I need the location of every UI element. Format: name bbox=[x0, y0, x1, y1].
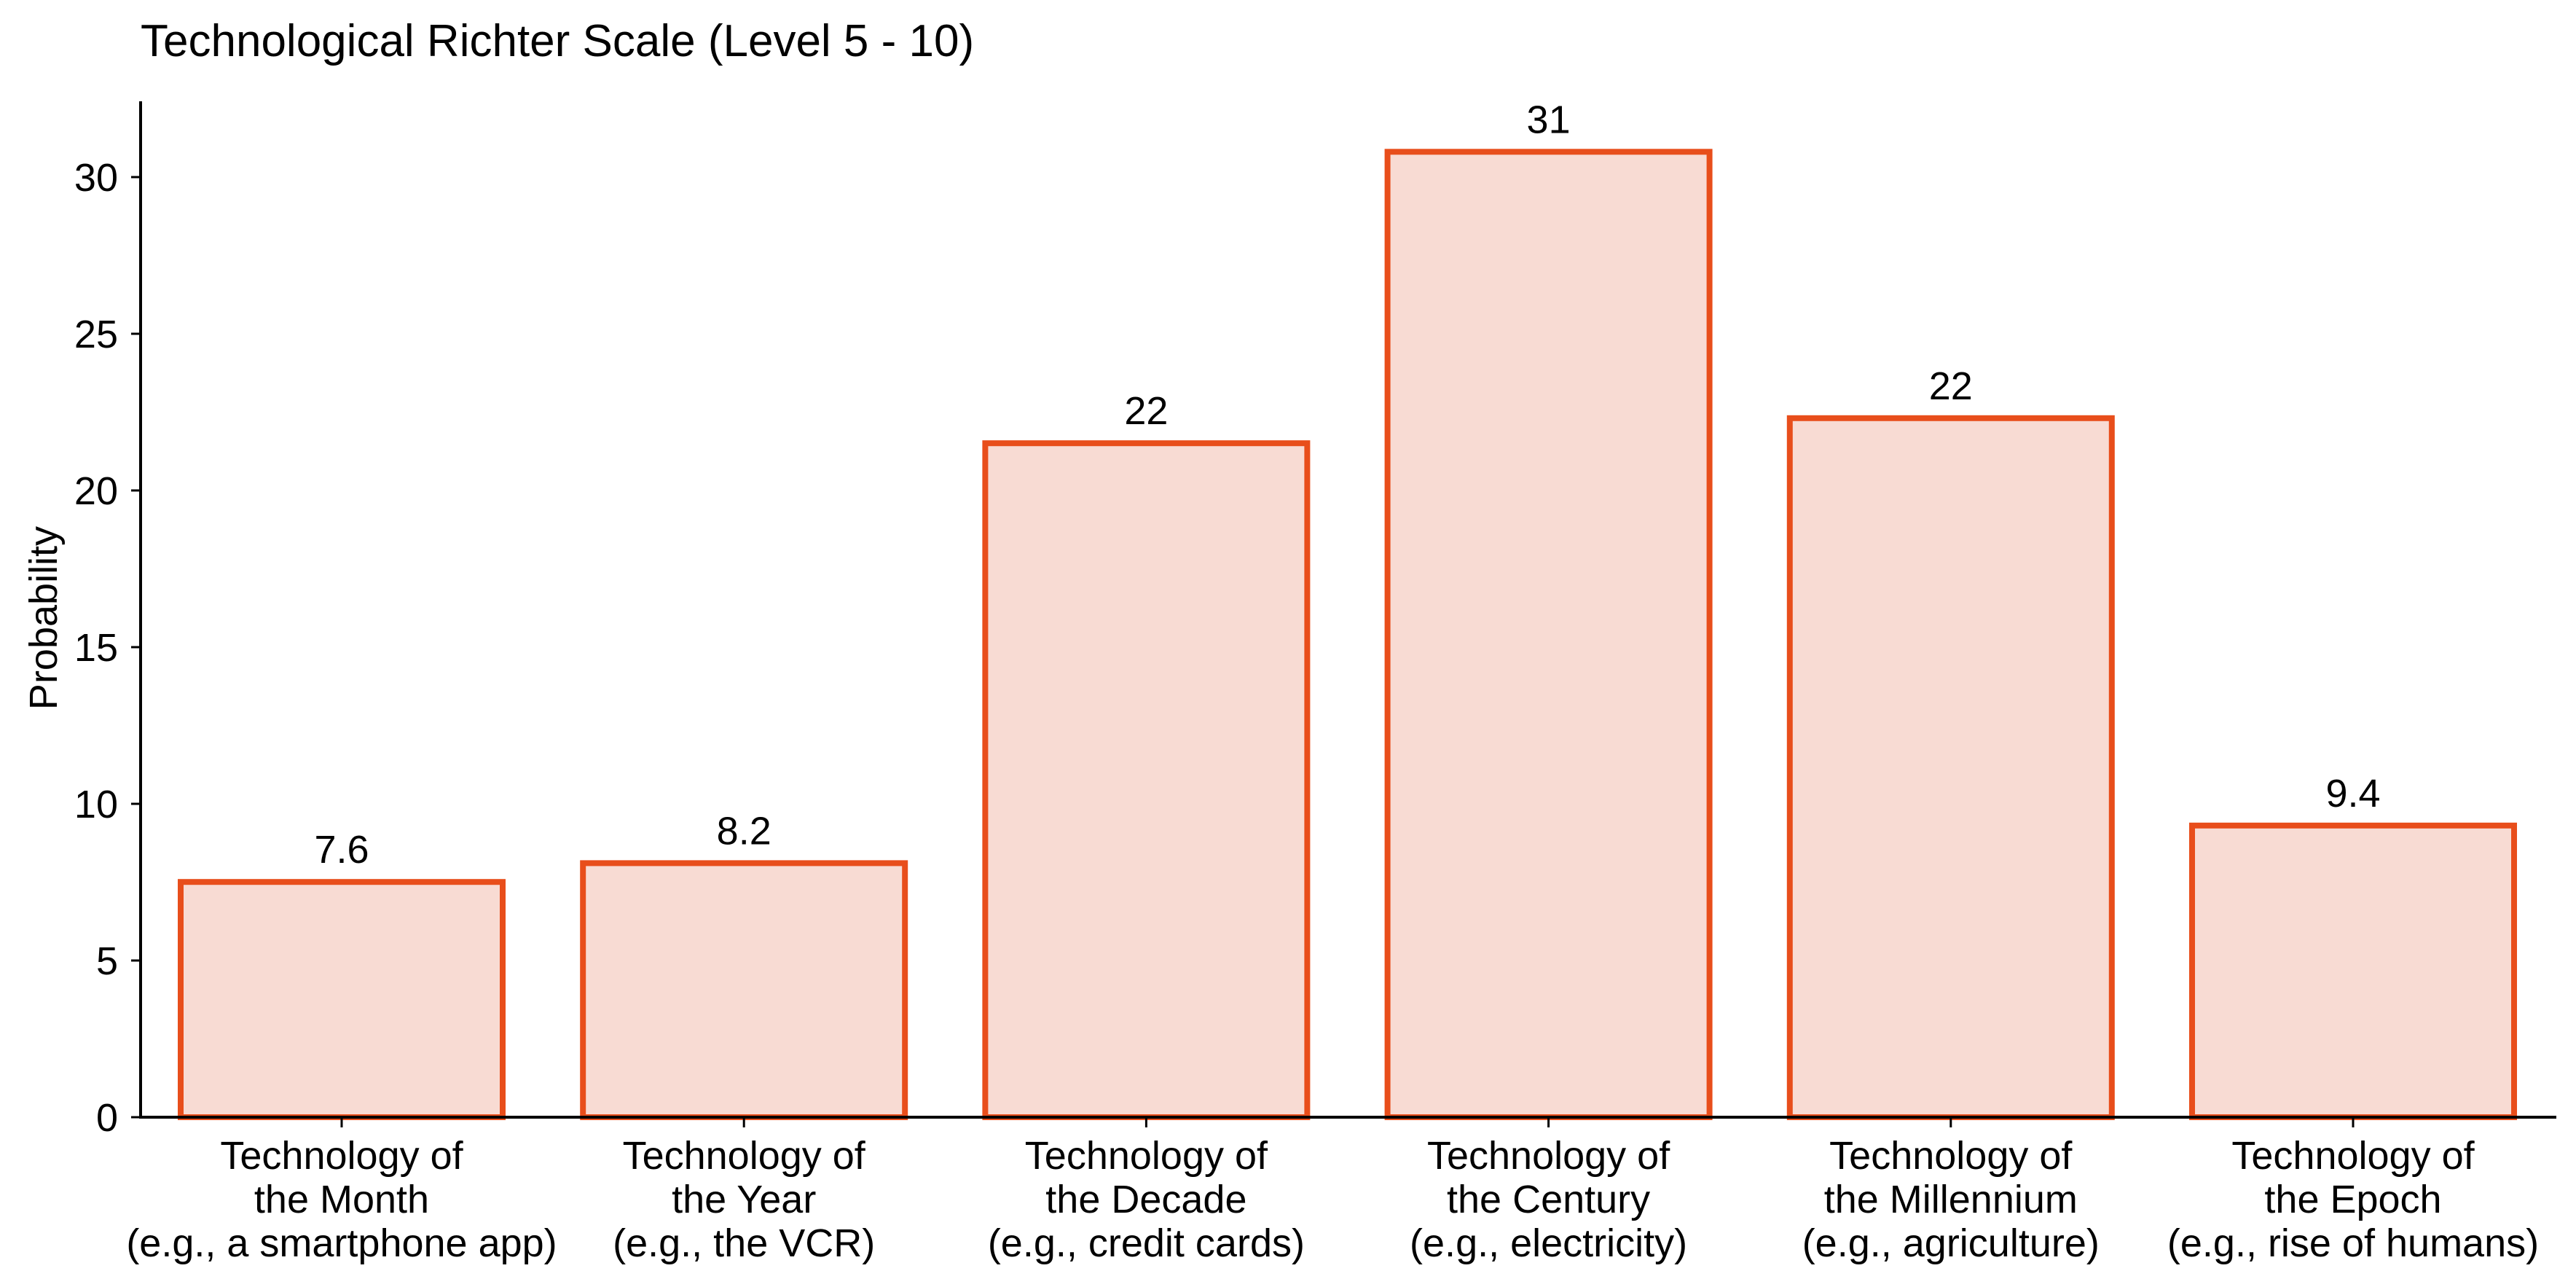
bar-value-label: 22 bbox=[1929, 364, 1973, 408]
bar-rect bbox=[1384, 149, 1713, 1120]
x-category-label-line: (e.g., electricity) bbox=[1410, 1221, 1687, 1265]
y-axis-label: Probability bbox=[22, 526, 66, 710]
bar-value-label: 22 bbox=[1124, 389, 1168, 433]
x-category-label-line: Technology of bbox=[1427, 1134, 1670, 1178]
x-category-label-line: the Epoch bbox=[2264, 1178, 2441, 1221]
x-category-label: Technology of the Month (e.g., a smartphon… bbox=[126, 1134, 557, 1265]
x-category-label: Technology of the Epoch (e.g., rise of hum… bbox=[2167, 1134, 2539, 1265]
x-category-label-line: (e.g., rise of humans) bbox=[2167, 1221, 2539, 1265]
bar: 31 bbox=[1384, 98, 1713, 1120]
bar: 9.4 bbox=[2189, 772, 2517, 1121]
bar-value-label: 7.6 bbox=[314, 828, 369, 872]
y-axis-ticks: 0 5 10 15 20 25 30 bbox=[74, 156, 141, 1140]
x-category-label-line: the Month bbox=[254, 1178, 429, 1221]
x-category-label-line: (e.g., agriculture) bbox=[1802, 1221, 2100, 1265]
x-category-label: Technology of the Year (e.g., the VCR) bbox=[613, 1134, 875, 1265]
bar-rect bbox=[580, 860, 908, 1121]
bar-rect bbox=[178, 879, 506, 1120]
x-category-label-line: Technology of bbox=[2231, 1134, 2475, 1178]
bar-value-label: 9.4 bbox=[2325, 772, 2380, 815]
bars: 7.6 8.2 22 31 22 9.4 bbox=[178, 98, 2517, 1121]
x-category-label-line: Technology of bbox=[1025, 1134, 1268, 1178]
bar-rect bbox=[982, 440, 1311, 1120]
bar: 22 bbox=[1786, 364, 2115, 1120]
x-category-label-line: Technology of bbox=[220, 1134, 463, 1178]
x-category-label-line: the Year bbox=[672, 1178, 816, 1221]
x-category-label: Technology of the Century (e.g., electrici… bbox=[1410, 1134, 1687, 1265]
chart-title: Technological Richter Scale (Level 5 - 1… bbox=[141, 16, 974, 66]
bar-value-label: 8.2 bbox=[717, 809, 771, 853]
x-category-label-line: the Century bbox=[1447, 1178, 1650, 1221]
y-tick-label: 0 bbox=[96, 1096, 118, 1140]
bar: 7.6 bbox=[178, 828, 506, 1120]
x-category-label-line: (e.g., credit cards) bbox=[988, 1221, 1305, 1265]
x-category-label: Technology of the Decade (e.g., credit car… bbox=[988, 1134, 1305, 1265]
bar: 8.2 bbox=[580, 809, 908, 1121]
x-category-label-line: the Millennium bbox=[1824, 1178, 2078, 1221]
bar-rect bbox=[2189, 822, 2517, 1121]
x-category-label-line: Technology of bbox=[1829, 1134, 2073, 1178]
bar: 22 bbox=[982, 389, 1311, 1120]
x-category-label: Technology of the Millennium (e.g., agricu… bbox=[1802, 1134, 2100, 1265]
y-tick-label: 25 bbox=[74, 313, 118, 356]
x-category-label-line: (e.g., a smartphone app) bbox=[126, 1221, 557, 1265]
y-tick-label: 5 bbox=[96, 939, 118, 983]
bar-value-label: 31 bbox=[1527, 98, 1571, 141]
x-category-label-line: (e.g., the VCR) bbox=[613, 1221, 875, 1265]
y-tick-label: 20 bbox=[74, 469, 118, 513]
bar-rect bbox=[1786, 415, 2115, 1120]
x-category-label-line: the Decade bbox=[1045, 1178, 1246, 1221]
x-category-label-line: Technology of bbox=[623, 1134, 866, 1178]
y-tick-label: 10 bbox=[74, 783, 118, 826]
y-tick-label: 30 bbox=[74, 156, 118, 200]
x-axis-ticks: Technology of the Month (e.g., a smartphon… bbox=[126, 1117, 2539, 1265]
y-tick-label: 15 bbox=[74, 626, 118, 670]
